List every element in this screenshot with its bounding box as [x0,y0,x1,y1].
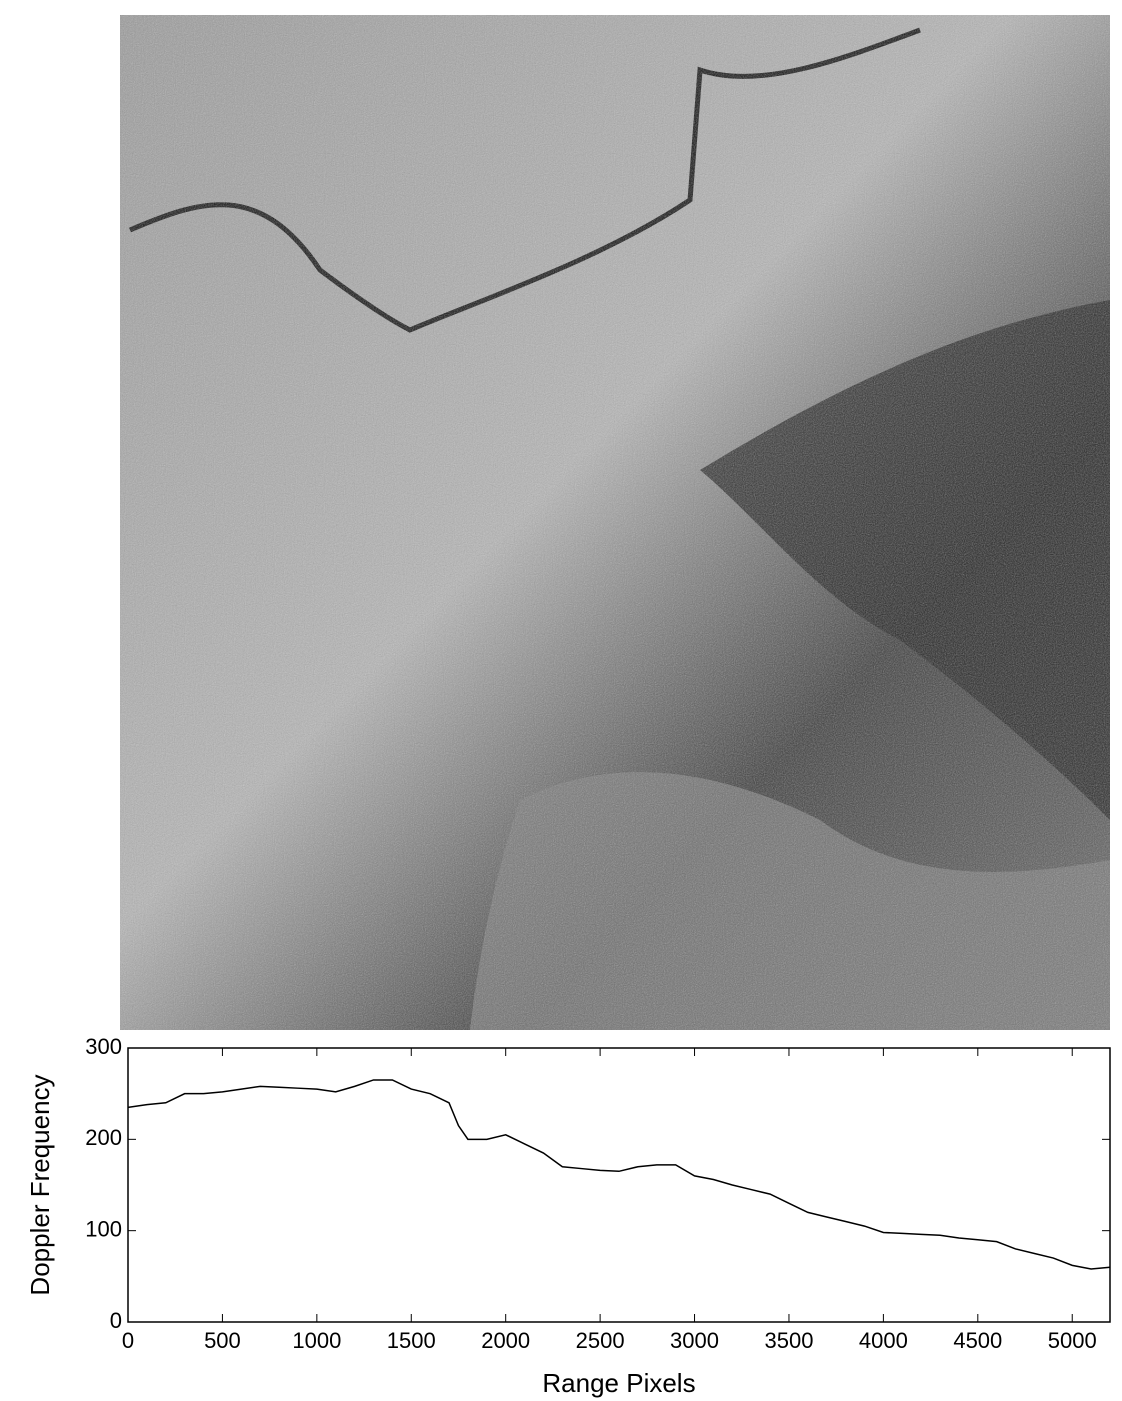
x-tick-label: 4000 [859,1328,908,1353]
figure: Range Pixels Doppler Frequency 050010001… [0,0,1122,1401]
y-tick-label: 100 [85,1216,122,1241]
x-tick-label: 5000 [1048,1328,1097,1353]
x-tick-label: 4500 [953,1328,1002,1353]
y-tick-label: 200 [85,1125,122,1150]
sar-image [120,15,1110,1030]
page: {"chart_data": {"type": "line", "xlabel"… [0,0,1122,1401]
y-tick-label: 0 [110,1308,122,1333]
x-tick-label: 2000 [481,1328,530,1353]
x-tick-label: 2500 [576,1328,625,1353]
axes-box [128,1048,1110,1322]
x-tick-label: 1000 [292,1328,341,1353]
x-tick-label: 0 [122,1328,134,1353]
x-tick-label: 500 [204,1328,241,1353]
x-tick-label: 3000 [670,1328,719,1353]
y-axis-title: Doppler Frequency [25,1074,55,1295]
plot-area [128,1048,1110,1322]
x-tick-label: 1500 [387,1328,436,1353]
y-tick-label: 300 [85,1034,122,1059]
x-tick-label: 3500 [764,1328,813,1353]
x-axis-title: Range Pixels [542,1368,695,1398]
